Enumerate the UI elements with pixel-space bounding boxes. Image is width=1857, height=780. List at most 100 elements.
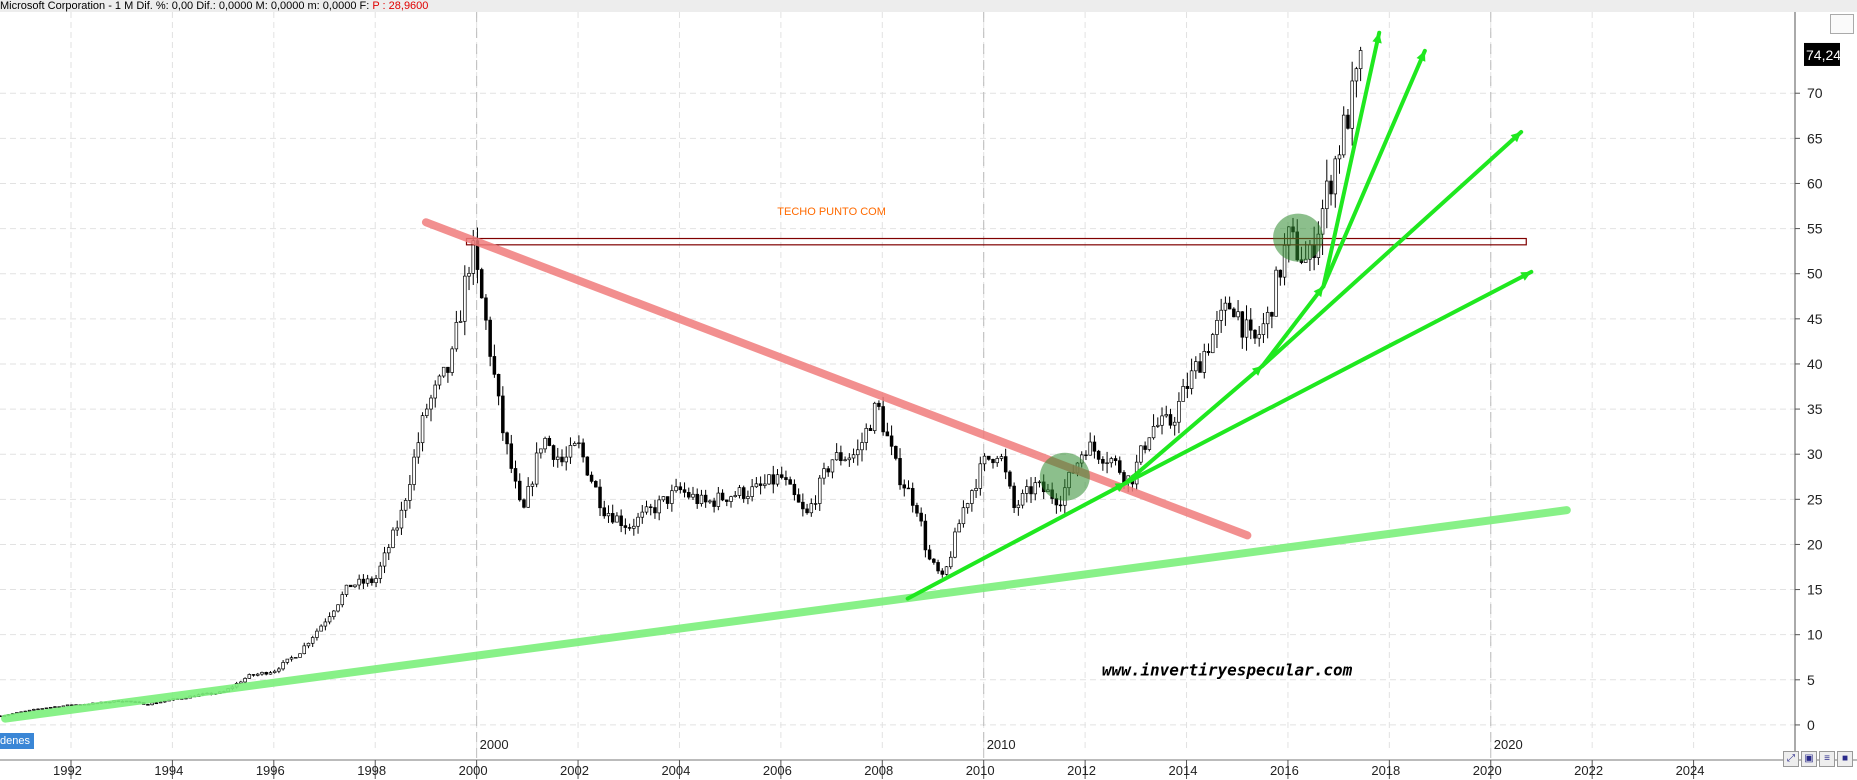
candle-body: [987, 455, 991, 460]
candle-body: [1329, 180, 1333, 195]
candle-body: [872, 402, 877, 431]
candle-body: [851, 454, 856, 459]
y-tick-label: 5: [1807, 672, 1815, 688]
close-icon[interactable]: ■: [1837, 751, 1853, 767]
candle-body: [450, 348, 454, 373]
save-icon[interactable]: ▣: [1801, 751, 1817, 767]
candle-body: [687, 492, 691, 498]
candle-body: [695, 493, 699, 504]
candle-body: [1194, 361, 1198, 372]
candle-body: [809, 503, 814, 514]
candle-body: [602, 507, 606, 517]
menu-icon[interactable]: ≡: [1819, 751, 1835, 767]
x-tick-label: 1992: [53, 763, 82, 778]
candle-body: [361, 578, 366, 584]
candle-body: [44, 707, 49, 710]
candle-body: [285, 658, 290, 663]
x-tick-label: 2012: [1067, 763, 1096, 778]
candle-body: [1232, 308, 1236, 318]
candle-body: [386, 547, 391, 554]
candle-body: [492, 356, 497, 375]
candle-body: [699, 494, 704, 504]
long-support-line: [1, 506, 1571, 723]
candle-body: [771, 474, 776, 485]
candle-body: [294, 657, 298, 659]
y-tick-label: 65: [1807, 130, 1823, 146]
fan-line: [1321, 48, 1427, 289]
candle-body: [1325, 180, 1329, 210]
candle-body: [36, 708, 40, 711]
candle-body: [408, 484, 412, 501]
candle-body: [805, 508, 809, 514]
candle-body: [1096, 450, 1101, 460]
candle-body: [1257, 334, 1261, 339]
candle-body: [877, 402, 881, 407]
candle-body: [458, 320, 463, 323]
y-tick-label: 40: [1807, 356, 1823, 372]
candle-body: [1084, 454, 1088, 457]
highlight-circle: [1273, 213, 1324, 262]
candle-body: [298, 653, 302, 658]
candle-body: [615, 515, 619, 523]
candle-body: [1177, 401, 1181, 423]
candle-body: [272, 670, 277, 673]
candle-body: [260, 672, 264, 675]
candle-body: [1088, 441, 1092, 456]
candle-body: [65, 704, 70, 707]
candle-body: [894, 445, 898, 459]
candle-body: [1249, 319, 1253, 331]
candle-body: [775, 474, 780, 485]
candle-body: [991, 458, 995, 464]
candle-body: [1156, 424, 1160, 427]
candle-body: [648, 506, 653, 508]
candle-body: [708, 500, 712, 503]
candle-body: [256, 673, 260, 676]
candle-body: [1164, 414, 1168, 417]
candle-body: [670, 490, 674, 504]
candle-body: [665, 496, 670, 504]
candle-body: [391, 529, 395, 548]
decade-label: 2000: [480, 737, 509, 752]
candle-body: [365, 578, 370, 584]
y-tick-label: 0: [1807, 717, 1815, 733]
candle-body: [1236, 311, 1240, 318]
resistance-band: [465, 237, 1527, 246]
candle-body: [703, 494, 708, 503]
legend-tag[interactable]: denes: [0, 733, 34, 749]
candle-body: [957, 523, 961, 533]
candle-body: [636, 516, 640, 527]
chart-annotations: TECHO PUNTO COM www.invertiryespecular.co…: [777, 206, 1352, 679]
candle-body: [995, 458, 999, 464]
candle-body: [834, 452, 839, 461]
candle-body: [589, 474, 594, 482]
candle-body: [395, 527, 399, 531]
candle-body: [627, 527, 632, 529]
candle-body: [146, 704, 150, 706]
candle-body: [150, 702, 154, 706]
candle-body: [306, 642, 311, 647]
y-tick-label: 45: [1807, 311, 1823, 327]
candle-body: [433, 384, 437, 399]
candle-body: [526, 486, 530, 508]
candle-body: [505, 432, 509, 445]
candle-body: [1016, 504, 1021, 508]
x-tick-label: 2016: [1270, 763, 1299, 778]
candle-body: [1033, 482, 1038, 495]
candle-body: [1168, 414, 1173, 426]
candle-body: [429, 397, 433, 410]
candle-body: [720, 492, 725, 501]
candle-body: [758, 483, 763, 486]
candle-body: [319, 625, 323, 632]
axis-corner-box[interactable]: [1830, 14, 1854, 34]
zoom-icon[interactable]: ⤢: [1783, 751, 1799, 767]
candle-body: [733, 495, 737, 498]
candlestick-series: [0, 46, 1363, 718]
candle-body: [813, 503, 818, 505]
x-tick-label: 2000: [459, 763, 488, 778]
candle-body: [251, 674, 256, 676]
candle-body: [856, 449, 860, 456]
y-tick-label: 30: [1807, 446, 1823, 462]
x-tick-label: 2020: [1473, 763, 1502, 778]
candle-body: [323, 621, 328, 627]
